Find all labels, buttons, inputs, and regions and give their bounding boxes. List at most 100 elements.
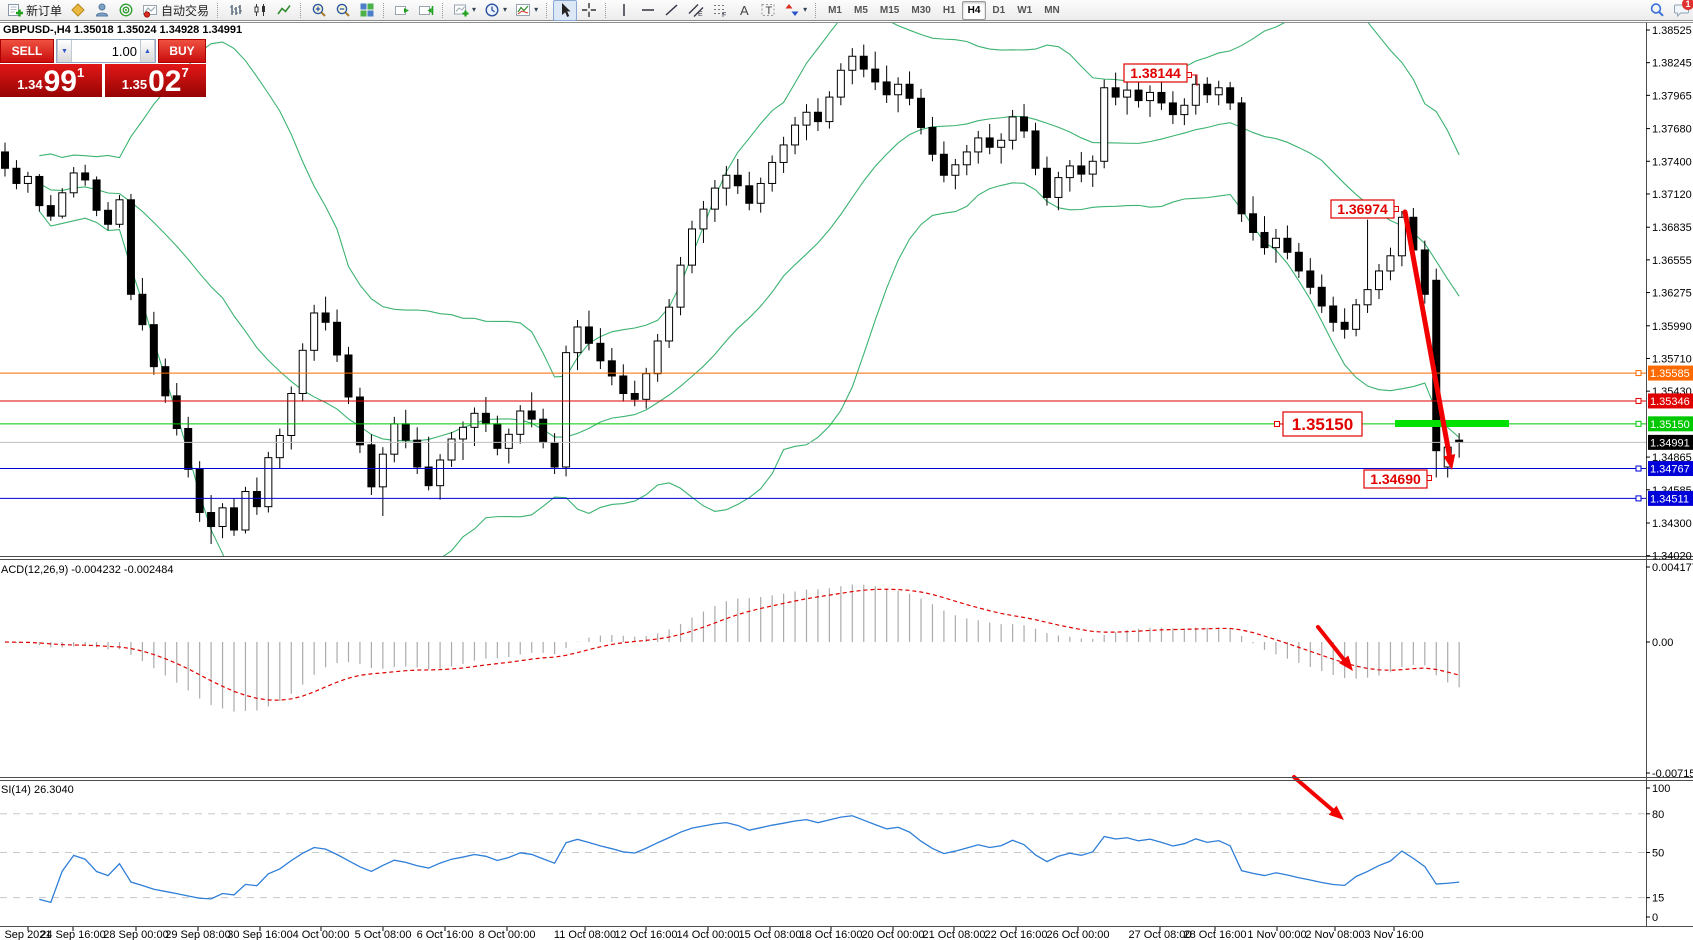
bar-chart-button[interactable] <box>224 0 248 21</box>
trend-icon <box>665 4 678 16</box>
svg-text:0.00: 0.00 <box>1652 637 1673 649</box>
trend-arrow[interactable] <box>1292 775 1344 820</box>
bollinger-lower-line <box>38 182 1460 556</box>
volume-down-button[interactable]: ▼ <box>57 40 72 62</box>
line-chart-button[interactable] <box>272 0 296 21</box>
shift-icon <box>419 6 434 15</box>
horizontal-line-button[interactable] <box>636 0 660 21</box>
tile-windows-button[interactable] <box>355 0 379 21</box>
auto-scroll-button[interactable] <box>390 0 414 21</box>
candles-layer[interactable] <box>1 44 1464 545</box>
svg-text:1.34991: 1.34991 <box>1650 437 1690 449</box>
new-order-button[interactable]: 新订单 <box>3 0 66 21</box>
dropdown-caret-icon: ▾ <box>534 5 539 14</box>
timeframe-h4-button[interactable]: H4 <box>961 0 987 20</box>
timeframe-h1-button[interactable]: H1 <box>942 4 956 16</box>
zoom-in-button[interactable] <box>307 0 331 21</box>
support-highlight-bar[interactable] <box>1395 420 1509 427</box>
notifications-button[interactable]: 1 <box>1669 0 1693 21</box>
zoom-out-button[interactable] <box>331 0 355 21</box>
candlestick-chart-button[interactable] <box>248 0 272 21</box>
vertical-line-button[interactable] <box>612 0 636 21</box>
buy-price-display[interactable]: 1.35 02 7 <box>104 64 206 97</box>
trend-arrow[interactable] <box>1402 209 1456 470</box>
auto-trading-button[interactable]: 自动交易 <box>138 0 213 21</box>
bollinger-bands <box>38 23 1460 556</box>
neworder-icon <box>8 4 23 17</box>
signals-icon-button[interactable] <box>114 0 138 21</box>
dropdown-caret-icon: ▾ <box>803 5 808 14</box>
horizontal-level-lines[interactable] <box>0 370 1646 502</box>
bars-icon <box>230 5 243 15</box>
fibo-icon: F <box>714 5 726 18</box>
search-button[interactable] <box>1645 0 1669 21</box>
timeframe-m30-button[interactable]: M30 <box>911 4 931 16</box>
fibonacci-button[interactable]: F <box>708 0 732 21</box>
labelT-icon: T <box>761 4 775 17</box>
svg-text:21 Oct 08:00: 21 Oct 08:00 <box>923 929 986 940</box>
arrows-dropdown[interactable]: ▾ <box>780 0 811 21</box>
price-callout-label[interactable]: 1.38144 <box>1123 63 1198 86</box>
price-callout-label[interactable]: 1.36974 <box>1330 199 1399 219</box>
svg-text:1.35150: 1.35150 <box>1292 415 1353 434</box>
timeframe-d1-button[interactable]: D1 <box>992 4 1006 16</box>
clock-icon <box>485 3 499 17</box>
buy-price-small: 1.35 <box>121 77 148 92</box>
svg-text:1.34020: 1.34020 <box>1652 551 1692 563</box>
svg-text:F: F <box>722 12 726 18</box>
text-label-button[interactable]: T <box>756 0 780 21</box>
trendline-button[interactable] <box>660 0 684 21</box>
profile-icon-button[interactable] <box>90 0 114 21</box>
new-chart-dropdown[interactable]: ▾ <box>449 0 480 21</box>
svg-text:29 Sep 08:00: 29 Sep 08:00 <box>165 929 230 940</box>
linechart-icon <box>277 5 291 15</box>
macd-signal-line <box>4 588 1460 701</box>
timeframe-w1-button[interactable]: W1 <box>1017 4 1033 16</box>
periods-dropdown[interactable]: ▾ <box>480 0 511 21</box>
autoscroll-icon <box>395 6 410 15</box>
yellow-box-icon-button[interactable] <box>66 0 90 21</box>
volume-input[interactable] <box>72 40 140 62</box>
timeframe-mn-button[interactable]: MN <box>1044 4 1060 16</box>
cursor-button[interactable] <box>553 0 578 21</box>
sell-button[interactable]: SELL <box>0 39 54 63</box>
svg-text:12 Oct 16:00: 12 Oct 16:00 <box>615 929 678 940</box>
svg-text:27 Oct 08:00: 27 Oct 08:00 <box>1129 929 1192 940</box>
svg-text:8 Oct 00:00: 8 Oct 00:00 <box>479 929 536 940</box>
rsi-line <box>39 815 1460 904</box>
templates-dropdown[interactable]: ▾ <box>511 0 542 21</box>
shapes-icon <box>785 4 799 16</box>
svg-text:100: 100 <box>1652 783 1670 795</box>
sell-price-display[interactable]: 1.34 99 1 <box>0 64 102 97</box>
svg-text:2 Nov 08:00: 2 Nov 08:00 <box>1305 929 1364 940</box>
svg-text:1.35990: 1.35990 <box>1652 321 1692 333</box>
price-callout-label[interactable]: 1.34690 <box>1363 469 1432 489</box>
text-button[interactable]: A <box>732 0 756 21</box>
sell-price-sup: 1 <box>76 65 85 80</box>
svg-text:1.36835: 1.36835 <box>1652 222 1692 234</box>
timeframe-m15-button[interactable]: M15 <box>879 4 900 16</box>
auto-trading-button-label: 自动交易 <box>161 3 210 18</box>
bollinger-middle-line <box>39 115 1460 442</box>
equidistant-channel-button[interactable]: E <box>684 0 708 21</box>
crosshair-button[interactable] <box>577 0 601 21</box>
timeframe-m1-button[interactable]: M1 <box>828 4 842 16</box>
svg-text:28 Oct 16:00: 28 Oct 16:00 <box>1184 929 1247 940</box>
volume-up-button[interactable]: ▲ <box>140 40 155 62</box>
chart-shift-button[interactable] <box>414 0 438 21</box>
price-axis[interactable]: 1.38525 1.38245 1.37965 1.37680 1.37400 1.371… <box>1646 25 1693 924</box>
search-icon <box>1650 3 1664 17</box>
svg-text:1.36974: 1.36974 <box>1337 201 1388 217</box>
price-callout-label[interactable]: 1.35150 <box>1274 411 1363 437</box>
channel-icon: E <box>688 4 704 18</box>
trend-arrow[interactable] <box>1316 625 1353 671</box>
buy-button[interactable]: BUY <box>158 39 206 63</box>
timeframe-m5-button[interactable]: M5 <box>854 4 868 16</box>
svg-text:1.36555: 1.36555 <box>1652 255 1692 267</box>
svg-text:26 Oct 00:00: 26 Oct 00:00 <box>1047 929 1110 940</box>
one-click-trading-panel: SELL ▼ ▲ BUY 1.34 99 1 1.35 02 7 <box>0 39 206 97</box>
svg-text:3 Nov 16:00: 3 Nov 16:00 <box>1364 929 1423 940</box>
